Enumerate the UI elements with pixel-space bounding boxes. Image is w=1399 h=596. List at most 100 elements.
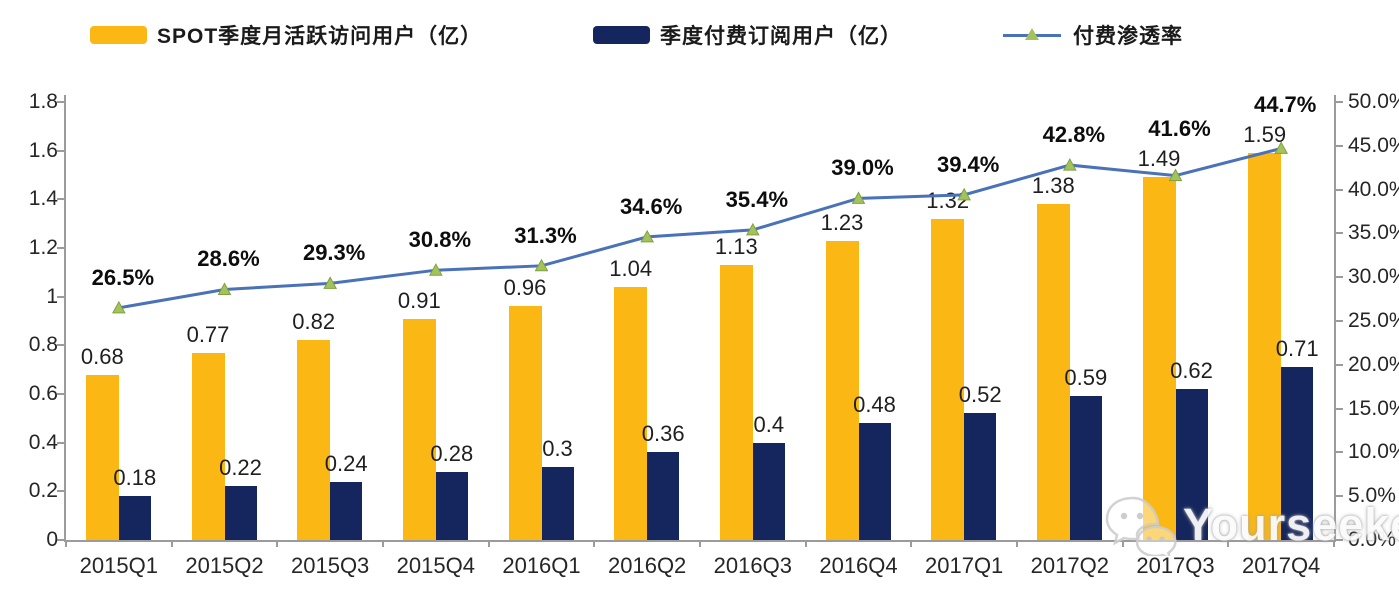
left-axis-tick-label: 1.8 (28, 90, 58, 113)
right-axis-tick-label: 25.0% (1348, 309, 1399, 332)
x-tick-label: 2015Q2 (185, 553, 264, 578)
mau-bar (719, 265, 753, 540)
penetration-label: 42.8% (1042, 122, 1106, 148)
subscribers-bar (964, 413, 997, 540)
subscribers-bar (1175, 389, 1208, 540)
penetration-label: 26.5% (91, 264, 155, 290)
triangle-marker-icon (1062, 158, 1077, 171)
subscribers-bar-label: 0.3 (542, 436, 573, 461)
right-axis-tick (1336, 363, 1343, 366)
mau-bar-label: 0.91 (397, 287, 441, 313)
penetration-label: 34.6% (619, 193, 683, 219)
subscribers-bar (1281, 367, 1314, 540)
penetration-label: 41.6% (1148, 116, 1211, 142)
triangle-marker-icon (534, 258, 549, 272)
mau-bar-label: 0.68 (80, 343, 124, 369)
left-axis-tick-label: 0.2 (28, 479, 58, 503)
left-axis-tick (57, 344, 64, 347)
mau-bar-label: 1.13 (714, 234, 758, 260)
left-axis-tick-label: 0.4 (28, 430, 58, 454)
x-tick-label: 2015Q4 (396, 553, 475, 578)
left-axis-tick-label: 1 (46, 284, 58, 308)
x-tick-label: 2016Q3 (713, 553, 792, 578)
x-tick-label: 2017Q3 (1136, 553, 1215, 578)
mau-bar-label: 1.23 (820, 209, 864, 235)
right-axis-tick (1336, 539, 1343, 541)
x-axis-tick (699, 540, 701, 547)
right-axis-tick (1336, 188, 1343, 191)
mau-bar-label: 0.77 (186, 321, 230, 347)
subscribers-bar-label: 0.71 (1275, 336, 1319, 362)
subscribers-bar (858, 423, 891, 540)
x-axis-tick (382, 540, 384, 547)
right-axis-tick-label: 20.0% (1348, 352, 1399, 376)
right-axis-tick-label: 30.0% (1348, 265, 1399, 289)
watermark: Yourseeker (1103, 494, 1399, 556)
x-axis-tick (804, 540, 807, 547)
penetration-label: 29.3% (302, 240, 366, 266)
x-tick-label: 2017Q2 (1030, 553, 1109, 578)
mau-bar-label: 1.32 (926, 187, 970, 213)
x-axis-tick (1016, 540, 1018, 547)
penetration-label: 35.4% (725, 186, 789, 212)
subscribers-bar-label: 0.22 (219, 455, 262, 481)
mau-bar-label: 1.49 (1137, 146, 1181, 172)
right-axis-tick (1336, 144, 1343, 147)
right-axis-tick-label: 45.0% (1348, 133, 1399, 157)
right-axis-tick-label: 15.0% (1348, 396, 1399, 420)
penetration-label: 39.4% (936, 151, 1000, 177)
right-axis-tick-label: 5.0% (1348, 484, 1396, 508)
x-axis-tick (170, 540, 173, 547)
left-axis-tick (57, 295, 64, 298)
subscribers-bar-label: 0.28 (430, 440, 474, 466)
right-axis-tick-label: 0.0% (1348, 528, 1396, 551)
x-axis-tick (910, 540, 913, 547)
left-axis-tick-label: 0.6 (28, 382, 58, 405)
mau-bar (931, 218, 965, 540)
subscribers-bar-label: 0.59 (1064, 365, 1108, 391)
x-axis-tick (487, 540, 490, 547)
watermark-text: Yourseeker (1183, 499, 1399, 550)
mau-bar (297, 340, 331, 540)
mau-bar (85, 374, 119, 540)
right-axis-tick (1336, 407, 1343, 410)
x-tick-label: 2016Q2 (608, 553, 687, 578)
triangle-marker-icon (323, 276, 338, 289)
left-axis-tick (57, 441, 64, 444)
triangle-marker-icon (428, 263, 443, 276)
penetration-label: 31.3% (514, 222, 577, 248)
left-axis-tick (57, 247, 64, 249)
right-axis-tick-label: 10.0% (1348, 440, 1399, 464)
triangle-marker-icon (640, 229, 655, 243)
left-axis-tick-label: 0.8 (28, 333, 58, 357)
left-axis-tick-label: 1.4 (28, 187, 58, 211)
left-axis-tick-label: 0 (46, 528, 58, 551)
x-tick-label: 2017Q1 (925, 553, 1004, 578)
right-axis-tick (1336, 101, 1343, 103)
subscribers-bar-label: 0.24 (324, 450, 368, 476)
right-axis-tick (1336, 232, 1343, 235)
right-axis-tick (1336, 276, 1343, 279)
penetration-label: 44.7% (1253, 92, 1317, 118)
mau-bar (402, 318, 436, 540)
right-axis-tick-label: 35.0% (1348, 221, 1399, 245)
mau-bar (191, 352, 225, 540)
right-axis-line (1334, 95, 1336, 540)
left-axis-tick (57, 393, 64, 395)
subscribers-bar-label: 0.62 (1170, 358, 1213, 384)
mau-bar (825, 240, 859, 540)
penetration-line-path (118, 146, 1282, 310)
right-axis-tick (1336, 495, 1343, 498)
penetration-label: 28.6% (197, 246, 260, 272)
legend-swatch-mau (90, 26, 147, 44)
legend-label-penetration: 付费渗透率 (1073, 25, 1183, 48)
triangle-marker-icon (111, 300, 126, 314)
right-axis-tick (1336, 320, 1343, 322)
subscribers-bar (330, 481, 363, 540)
left-axis-tick-label: 1.2 (28, 236, 58, 259)
subscribers-bar (224, 486, 257, 540)
triangle-marker-icon (851, 191, 866, 204)
chart-legend: SPOT季度月活跃访问用户（亿） 季度付费订阅用户（亿） 付费渗透率 (0, 20, 1399, 50)
mau-bar-label: 1.59 (1243, 122, 1287, 148)
